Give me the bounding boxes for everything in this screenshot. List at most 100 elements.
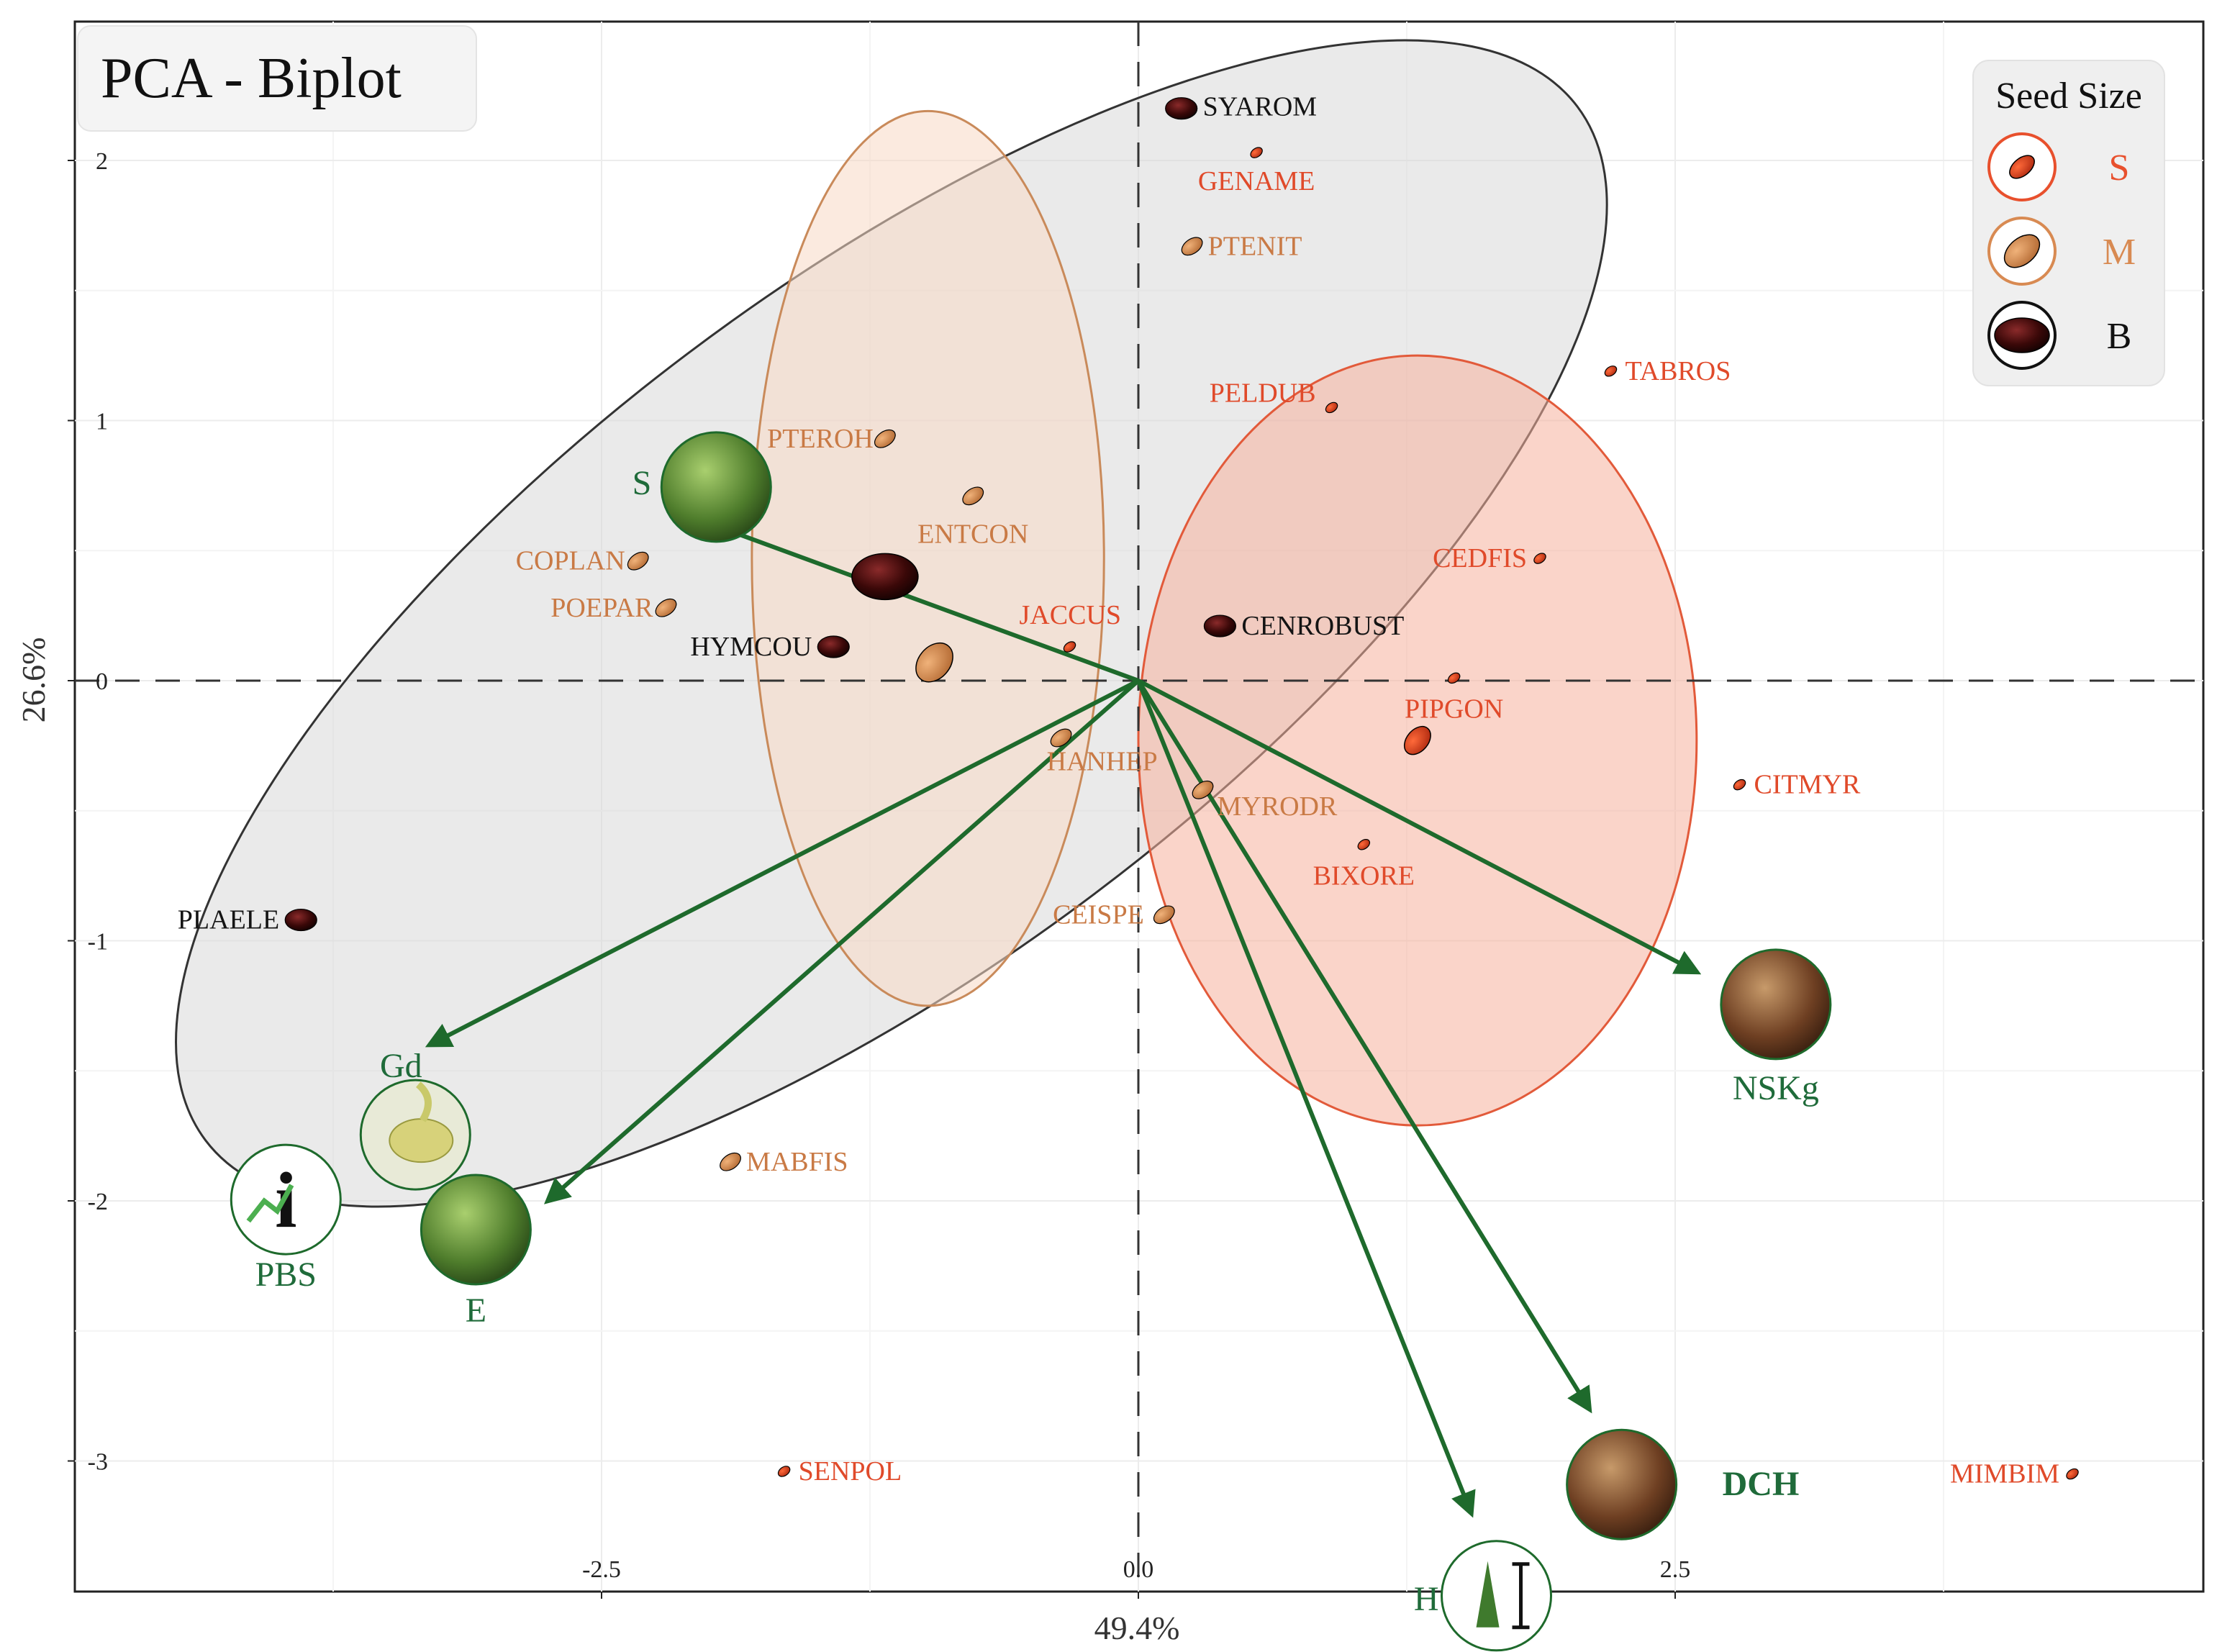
point-marker [1063,641,1076,653]
point-CEDFIS: CEDFIS [1433,543,1546,573]
variable-label: S [633,464,652,502]
point-marker [655,598,677,617]
legend-entry-S: S [1987,132,2130,201]
point-PTEROH: PTEROH [767,424,896,454]
variable-label: PBS [255,1256,317,1294]
confidence-ellipses [175,39,1698,1208]
y-tick-label: -1 [88,929,108,956]
point-PTENIT: PTENIT [1181,231,1302,261]
tree-icon [1476,1561,1500,1628]
point-label: PIPGON [1405,694,1503,724]
point-label: PTENIT [1208,231,1302,261]
legend: Seed Size S M B [1972,60,2165,386]
point-marker [1050,728,1072,748]
point-label: CEDFIS [1433,543,1527,573]
point-marker [1357,839,1371,850]
observation-points: SYAROM GENAME PTENIT TABROS PELDUB PTEROH ENTC… [178,92,2079,1489]
variable-E: E [420,1174,532,1330]
trend-icon [246,1184,294,1223]
variable-DCH: DCH [1566,1428,1800,1540]
point-marker [874,429,896,448]
point-label: CEISPE [1053,899,1144,930]
ellipse-M [751,109,1105,1007]
variable-label: H [1414,1580,1439,1618]
axis-ticks: -2.5 0.0 2.5 2 1 0 -1 -2 -3 [68,148,1690,1599]
point-MYRODR: MYRODR [1192,780,1338,822]
variable-icon-dch-icon [1566,1428,1678,1540]
variable-label: DCH [1723,1465,1800,1503]
x-axis-label: 49.4% [1094,1610,1180,1646]
variable-icon-e-icon [420,1174,532,1286]
point-CEISPE: CEISPE [1053,899,1175,930]
legend-seed-icon [2009,155,2035,179]
vector-arrow-E [543,678,1140,1204]
point-HYMCOU: HYMCOU [690,632,850,662]
point-PELDUB: PELDUB [1210,378,1338,414]
group-centroids [851,553,1431,755]
point-marker [284,908,317,932]
point-TABROS: TABROS [1604,356,1731,386]
point-label: JACCUS [1020,600,1122,630]
point-marker [1250,147,1263,158]
point-marker [1447,672,1461,684]
legend-title: Seed Size [1995,76,2142,117]
legend-label: B [2107,316,2132,357]
y-tick-label: -2 [88,1189,108,1215]
variable-label: NSKg [1733,1069,1819,1107]
point-label: PLAELE [178,905,279,935]
variable-icon-s-icon [660,431,772,543]
legend-label: S [2109,148,2130,189]
point-CITMYR: CITMYR [1733,770,1861,800]
x-tick-label: 0.0 [1123,1556,1154,1583]
point-marker [1604,366,1618,377]
point-PLAELE: PLAELE [178,905,317,935]
centroid-B [851,553,919,601]
point-POEPAR: POEPAR [550,593,677,623]
point-label: POEPAR [550,593,653,623]
point-marker [1733,779,1746,791]
point-label: COPLAN [516,546,625,576]
point-label: MIMBIM [1950,1459,2059,1489]
legend-seed-icon [2003,234,2041,268]
point-label: HYMCOU [690,632,812,662]
point-marker [777,1466,791,1477]
variable-icon-h-icon [1441,1540,1553,1652]
point-label: CENROBUST [1241,611,1404,641]
point-label: PELDUB [1210,378,1316,408]
point-marker [1325,401,1338,414]
point-marker [1533,553,1546,564]
chart-title: PCA - Biplot [101,47,402,110]
point-marker [1203,614,1236,637]
point-marker [1181,237,1203,256]
point-label: SENPOL [799,1456,902,1487]
point-label: BIXORE [1313,861,1415,891]
vector-arrow-H [1136,679,1476,1518]
seed-germination-icon [389,1118,454,1163]
point-label: GENAME [1198,166,1315,196]
point-COPLAN: COPLAN [516,546,649,576]
point-marker [2066,1468,2079,1480]
point-marker [1153,905,1175,925]
point-label: MABFIS [746,1147,848,1177]
y-tick-label: -3 [88,1449,108,1476]
point-HANHEP: HANHEP [1047,728,1158,777]
point-JACCUS: JACCUS [1020,600,1122,653]
point-PIPGON: PIPGON [1405,672,1503,724]
point-marker [1165,97,1198,120]
point-label: PTEROH [767,424,874,454]
point-label: HANHEP [1047,747,1158,777]
vector-arrow-S [693,514,1140,683]
legend-label: M [2103,232,2136,273]
point-GENAME: GENAME [1198,147,1315,196]
y-tick-label: 1 [96,409,108,435]
vector-arrow-DCH [1136,679,1592,1414]
legend-entry-M: M [1987,217,2136,286]
variable-label: E [466,1292,486,1330]
point-marker [817,635,850,658]
point-label: ENTCON [917,519,1028,549]
point-CENROBUST: CENROBUST [1203,611,1404,641]
x-tick-label: 2.5 [1660,1556,1691,1583]
